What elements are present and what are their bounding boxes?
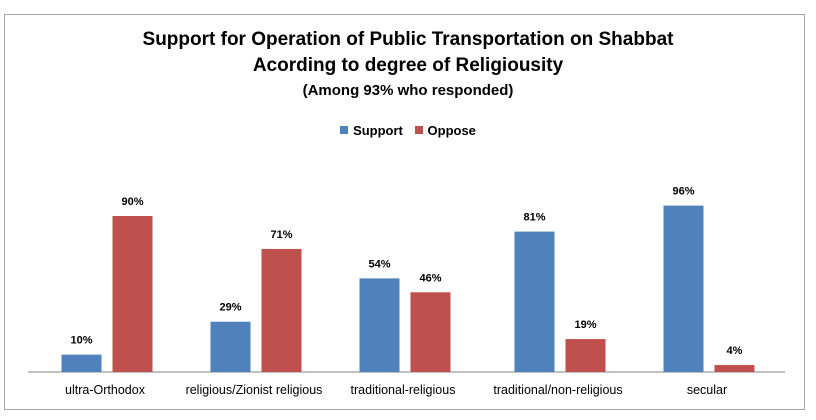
chart-subtitle: Acording to degree of Religiousity <box>252 55 564 76</box>
chart-note: (Among 93% who responded) <box>302 82 514 99</box>
bar-support-2 <box>359 278 400 372</box>
legend-label-support: Support <box>353 122 403 138</box>
data-label-support-0: 10% <box>70 335 92 347</box>
legend-label-oppose: Oppose <box>427 122 476 138</box>
data-label-oppose-4: 4% <box>727 345 743 357</box>
legend-swatch-oppose <box>414 126 423 134</box>
bar-oppose-0 <box>112 216 153 372</box>
data-label-oppose-0: 90% <box>121 196 143 208</box>
bar-support-1 <box>210 321 251 372</box>
bar-support-0 <box>61 354 102 372</box>
bar-support-3 <box>514 231 555 372</box>
chart-title-block: Support for Operation of Public Transpor… <box>0 27 816 103</box>
data-label-oppose-1: 71% <box>270 229 292 241</box>
category-label-2: traditional-religious <box>351 383 456 397</box>
legend-item-support: Support <box>340 123 403 138</box>
bar-oppose-1 <box>261 248 302 372</box>
legend-item-oppose: Oppose <box>414 122 476 138</box>
bar-oppose-3 <box>565 339 606 372</box>
category-label-1: religious/Zionist religious <box>186 383 323 397</box>
category-label-0: ultra-Orthodox <box>65 383 146 397</box>
data-label-support-1: 29% <box>219 302 241 314</box>
data-label-support-2: 54% <box>368 258 390 270</box>
category-label-4: secular <box>687 383 727 397</box>
data-label-support-3: 81% <box>523 212 545 224</box>
category-label-3: traditional/non-religious <box>493 383 622 397</box>
bar-oppose-4 <box>714 365 755 372</box>
data-label-oppose-3: 19% <box>574 319 596 331</box>
bar-oppose-2 <box>410 292 451 372</box>
chart-title: Support for Operation of Public Transpor… <box>142 29 674 50</box>
data-label-oppose-2: 46% <box>419 272 441 284</box>
chart-legend: Support Oppose <box>0 122 816 138</box>
data-label-support-4: 96% <box>672 186 694 198</box>
bar-support-4 <box>663 205 704 372</box>
legend-swatch-support <box>340 126 349 134</box>
